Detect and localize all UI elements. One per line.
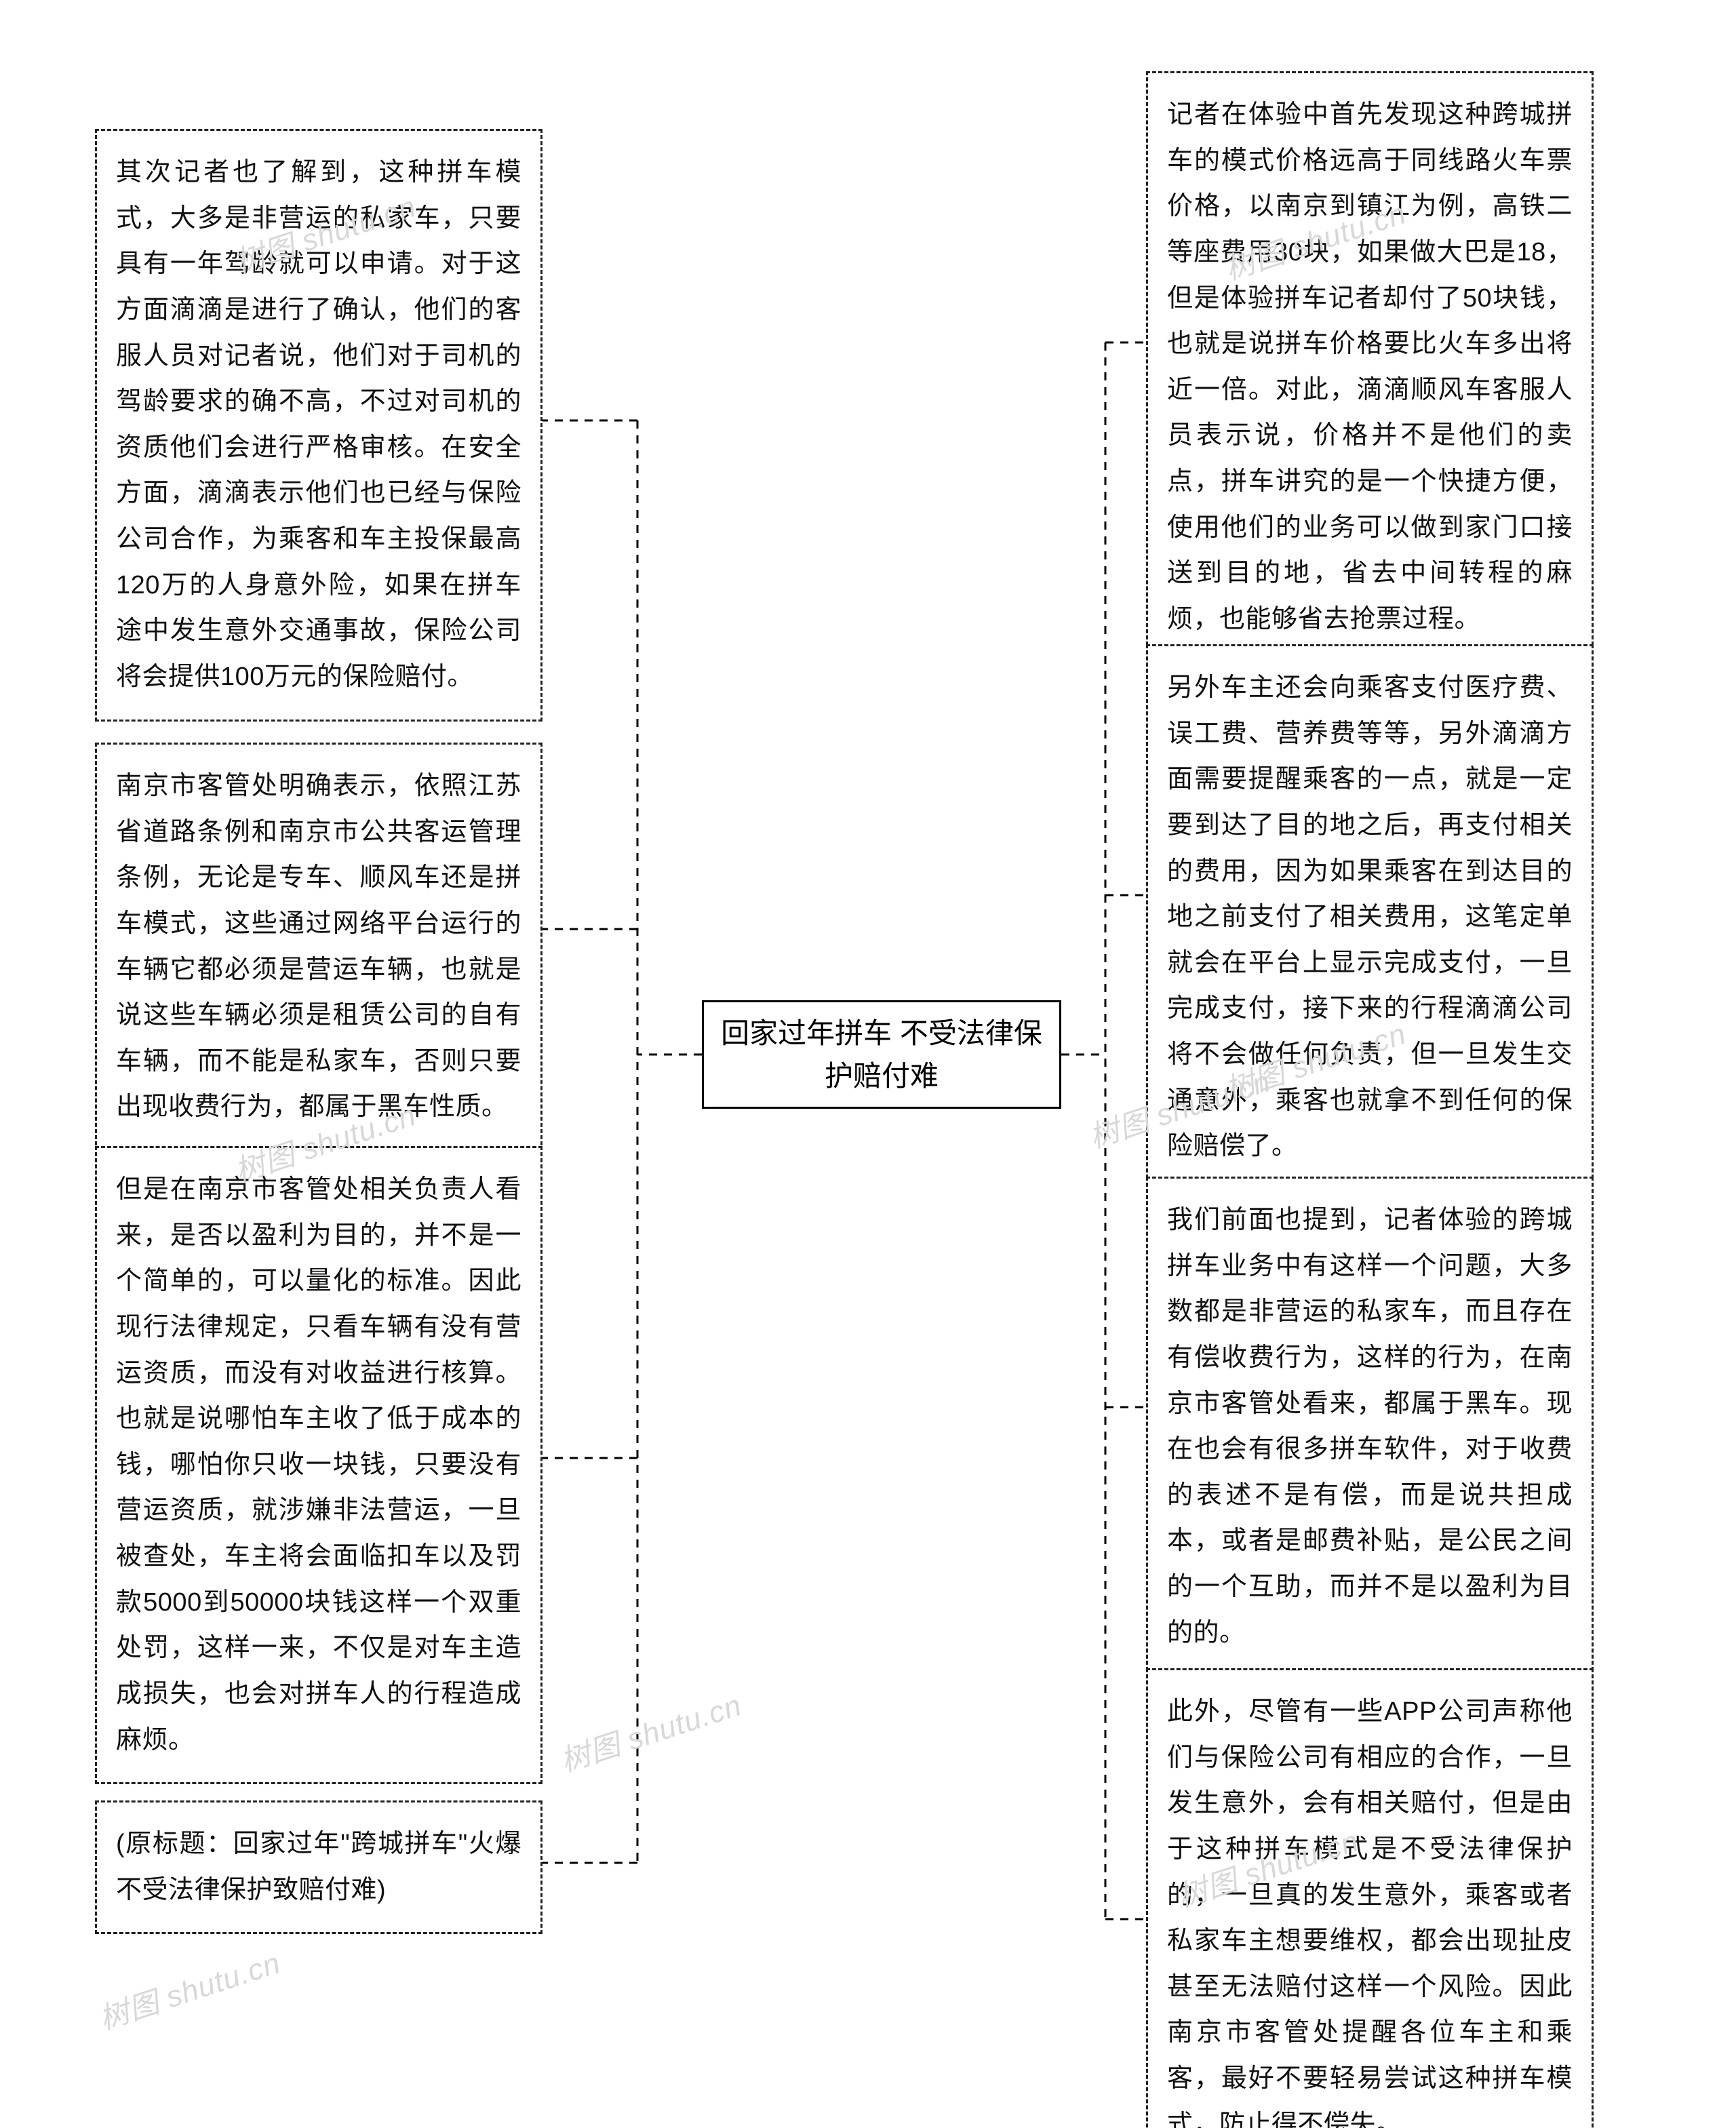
node-right-3: 我们前面也提到，记者体验的跨城拼车业务中有这样一个问题，大多数都是非营运的私家车… xyxy=(1146,1177,1594,1677)
node-left-2: 南京市客管处明确表示，依照江苏省道路条例和南京市公共客运管理条例，无论是专车、顺… xyxy=(95,743,542,1151)
node-right-4: 此外，尽管有一些APP公司声称他们与保险公司有相应的合作，一旦发生意外，会有相关… xyxy=(1146,1668,1594,2128)
node-left-3: 但是在南京市客管处相关负责人看来，是否以盈利为目的，并不是一个简单的，可以量化的… xyxy=(95,1146,542,1784)
node-right-1: 记者在体验中首先发现这种跨城拼车的模式价格远高于同线路火车票价格，以南京到镇江为… xyxy=(1146,71,1594,664)
watermark: 树图 shutu.cn xyxy=(93,1939,285,2038)
center-node: 回家过年拼车 不受法律保护赔付难 xyxy=(702,1000,1061,1109)
node-right-2: 另外车主还会向乘客支付医疗费、误工费、营养费等等，另外滴滴方面需要提醒乘客的一点… xyxy=(1146,644,1594,1191)
node-left-1: 其次记者也了解到，这种拼车模式，大多是非营运的私家车，只要具有一年驾龄就可以申请… xyxy=(95,129,542,722)
center-node-text: 回家过年拼车 不受法律保护赔付难 xyxy=(706,1002,1057,1107)
node-left-4: (原标题：回家过年"跨城拼车"火爆 不受法律保护致赔付难) xyxy=(95,1800,542,1934)
mindmap-canvas: 回家过年拼车 不受法律保护赔付难 其次记者也了解到，这种拼车模式，大多是非营运的… xyxy=(0,0,1736,2128)
watermark: 树图 shutu.cn xyxy=(554,1681,747,1781)
